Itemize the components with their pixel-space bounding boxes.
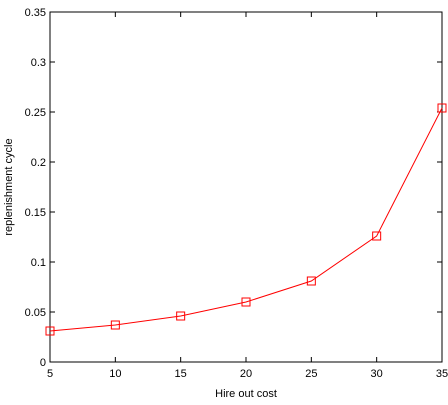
plot-area <box>49 11 443 363</box>
y-tick-labels: 0 0.05 0.1 0.15 0.2 0.25 0.3 0.35 <box>25 7 46 369</box>
data-point-marker <box>45 326 55 336</box>
y-tick-label: 0.25 <box>25 107 46 119</box>
series-line <box>49 107 443 332</box>
series-group <box>45 103 447 336</box>
data-point-marker <box>110 320 120 330</box>
data-point-marker <box>306 276 316 286</box>
axis-ticks <box>49 11 443 363</box>
x-tick-label: 5 <box>47 368 53 380</box>
x-tick-label: 25 <box>305 368 317 380</box>
y-tick-label: 0.3 <box>31 57 46 69</box>
data-point-marker <box>437 103 447 113</box>
data-point-marker <box>241 297 251 307</box>
data-point-marker <box>176 311 186 321</box>
x-axis-label: Hire out cost <box>215 388 277 400</box>
y-axis-label: replenishment cycle <box>3 138 15 235</box>
data-point-marker <box>372 231 382 241</box>
y-tick-label: 0.1 <box>31 257 46 269</box>
x-tick-label: 20 <box>240 368 252 380</box>
x-tick-label: 30 <box>371 368 383 380</box>
x-tick-label: 35 <box>436 368 448 380</box>
y-tick-label: 0 <box>40 357 46 369</box>
y-tick-label: 0.15 <box>25 207 46 219</box>
y-tick-label: 0.2 <box>31 157 46 169</box>
y-tick-label: 0.05 <box>25 307 46 319</box>
x-tick-label: 15 <box>175 368 187 380</box>
x-tick-labels: 5 10 15 20 25 30 35 <box>47 368 448 380</box>
y-tick-label: 0.35 <box>25 7 46 19</box>
x-tick-label: 10 <box>109 368 121 380</box>
